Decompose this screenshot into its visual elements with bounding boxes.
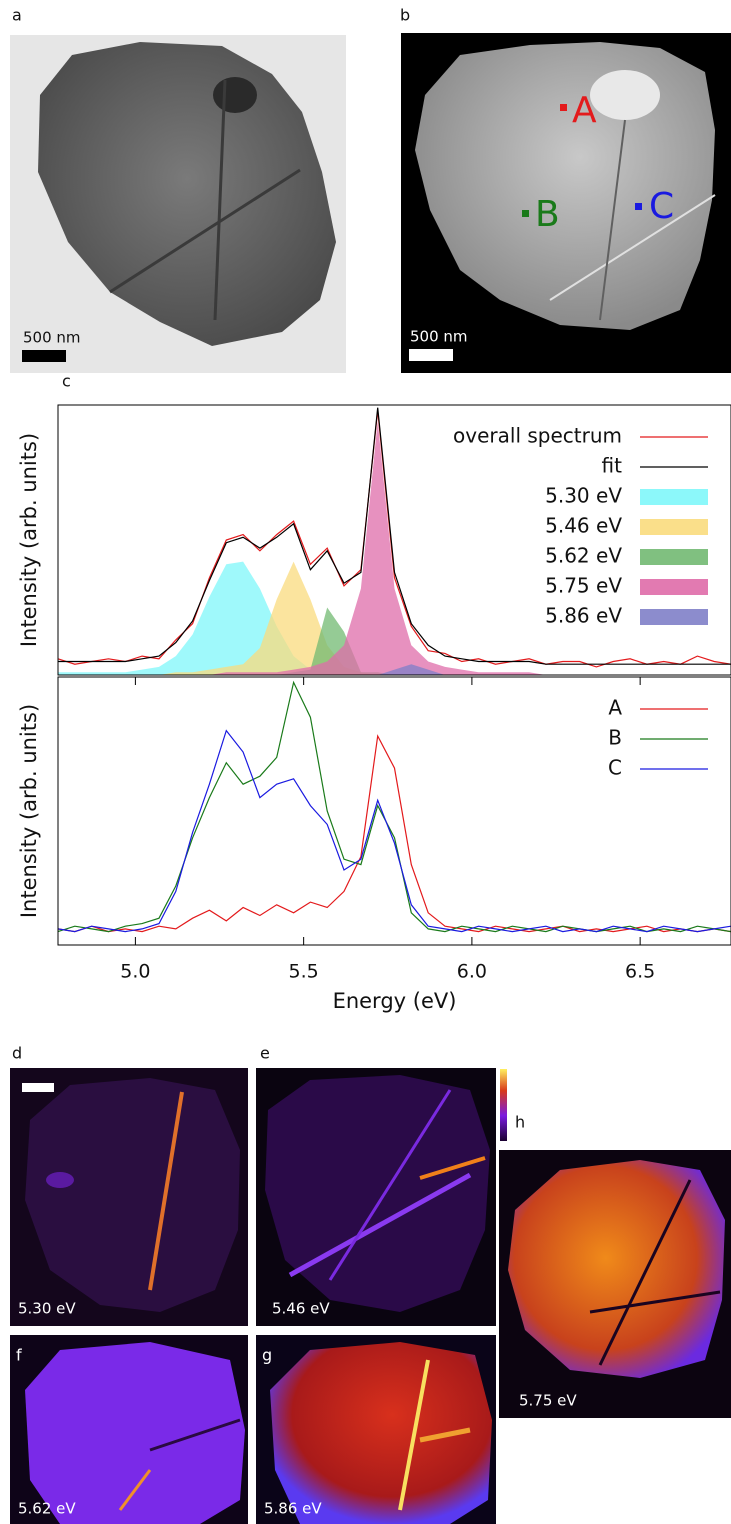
legend-label: A [608, 696, 622, 720]
x-tick-label: 6.5 [625, 961, 655, 983]
energy-label: 5.75 eV [519, 1392, 577, 1410]
x-tick-label: 6.0 [457, 961, 487, 983]
energy-map [256, 1335, 496, 1524]
legend-label: 5.62 eV [545, 544, 622, 568]
legend-label: 5.30 eV [545, 484, 622, 508]
panel-letter: a [12, 6, 22, 25]
panel-letter: c [62, 372, 71, 391]
energy-map [10, 1068, 248, 1326]
panel-letter: d [12, 1044, 22, 1063]
spectrum-line [57, 734, 731, 933]
scale-bar [22, 350, 66, 362]
legend-swatch [640, 549, 708, 565]
energy-map [499, 1150, 731, 1418]
legend-label: B [608, 726, 622, 750]
panel-letter: f [16, 1346, 22, 1365]
point-label: C [649, 186, 674, 227]
legend-label: overall spectrum [453, 424, 622, 448]
x-tick-label: 5.5 [289, 961, 319, 983]
panel-letter: h [515, 1113, 525, 1132]
component-area [58, 664, 731, 675]
tem-image [10, 35, 346, 373]
panel-letter: e [260, 1044, 270, 1063]
legend-swatch [640, 519, 708, 535]
point-marker [635, 203, 642, 210]
y-axis-label: Intensity (arb. units) [17, 704, 41, 918]
scale-bar [22, 1083, 54, 1092]
point-label: A [572, 90, 597, 131]
energy-map [10, 1335, 248, 1524]
x-tick-label: 5.0 [120, 961, 150, 983]
spectrum-line [57, 410, 731, 668]
component-area [58, 421, 731, 675]
point-label: B [535, 194, 560, 235]
legend-swatch [640, 579, 708, 595]
spectra: overall spectrum fit 5.30 eV 5.46 eV 5.62 eV… [17, 404, 731, 1013]
panel-letter: b [400, 6, 410, 25]
component-area [58, 561, 731, 675]
panel-letter: g [262, 1346, 272, 1365]
legend-label: 5.46 eV [545, 514, 622, 538]
legend-label: fit [602, 454, 623, 478]
spectrum-line [57, 680, 731, 933]
energy-label: 5.62 eV [18, 1500, 76, 1518]
legend-label: 5.75 eV [545, 574, 622, 598]
energy-map [256, 1068, 496, 1326]
energy-label: 5.86 eV [264, 1500, 322, 1518]
y-axis-label: Intensity (arb. units) [17, 433, 41, 647]
plot-frame [57, 676, 731, 946]
spectrum-line [58, 407, 731, 665]
legend-label: C [608, 756, 622, 780]
legend-swatch [640, 609, 708, 625]
energy-label: 5.30 eV [18, 1300, 76, 1318]
legend-swatch [640, 489, 708, 505]
spectrum-line [57, 729, 731, 933]
scale-label: 500 nm [410, 328, 468, 346]
legend-label: 5.86 eV [545, 604, 622, 628]
x-axis-label: Energy (eV) [333, 989, 457, 1013]
scale-label: 500 nm [23, 329, 81, 347]
colorbar [500, 1069, 507, 1141]
plot-frame [57, 404, 731, 676]
scale-bar [409, 349, 453, 361]
stem-image [401, 33, 731, 373]
point-marker [522, 210, 529, 217]
energy-label: 5.46 eV [272, 1300, 330, 1318]
point-marker [560, 104, 567, 111]
